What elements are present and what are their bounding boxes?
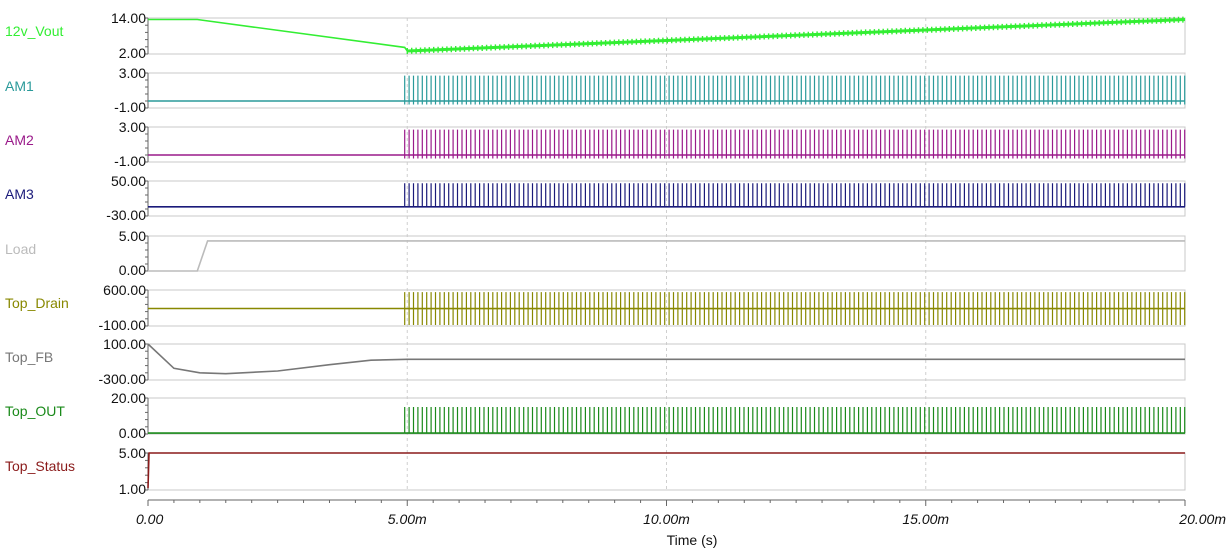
top-out-y-tick-bottom: 0.00 — [119, 425, 146, 441]
12v-vout-y-tick-top: 14.00 — [111, 10, 146, 26]
12v-vout-y-tick-bottom: 2.00 — [119, 45, 146, 61]
12v-vout-series-label: 12v_Vout — [5, 23, 63, 39]
am1-y-tick-top: 3.00 — [119, 65, 146, 81]
load-y-tick-top: 5.00 — [119, 228, 146, 244]
am1-switching-pulses — [404, 75, 1186, 105]
top-out-switching-pulses — [404, 407, 1186, 434]
load-trace — [148, 240, 1185, 272]
x-tick-label-3: 15.00m — [902, 511, 949, 527]
top-status-series-label: Top_Status — [5, 458, 75, 474]
am2-y-tick-bottom: -1.00 — [114, 153, 146, 169]
top-fb-y-tick-top: 100.00 — [103, 336, 146, 352]
top-fb-series-label: Top_FB — [5, 349, 53, 365]
am3-y-tick-top: 50.00 — [111, 173, 146, 189]
top-status-y-tick-top: 5.00 — [119, 445, 146, 461]
x-tick-label-0: 0.00 — [136, 511, 163, 527]
top-drain-series-label: Top_Drain — [5, 295, 69, 311]
x-axis-title: Time (s) — [667, 532, 718, 548]
am3-switching-pulses — [404, 183, 1186, 207]
am3-series-label: AM3 — [5, 186, 34, 202]
top-status-trace — [147, 452, 1185, 489]
load-series-label: Load — [5, 241, 36, 257]
am2-switching-pulses — [404, 129, 1186, 159]
top-fb-y-tick-bottom: -300.00 — [99, 371, 147, 387]
am2-series-label: AM2 — [5, 132, 34, 148]
load-y-tick-bottom: 0.00 — [119, 262, 146, 278]
x-tick-label-2: 10.00m — [643, 511, 690, 527]
am3-y-tick-bottom: -30.00 — [106, 207, 146, 223]
am1-series-label: AM1 — [5, 78, 34, 94]
top-out-y-tick-top: 20.00 — [111, 390, 146, 406]
am2-y-tick-top: 3.00 — [119, 119, 146, 135]
x-tick-label-1: 5.00m — [388, 511, 427, 527]
top-fb-trace — [147, 343, 1185, 375]
am1-y-tick-bottom: -1.00 — [114, 99, 146, 115]
top-status-y-tick-bottom: 1.00 — [119, 481, 146, 497]
top-drain-y-tick-top: 600.00 — [103, 282, 146, 298]
x-tick-label-4: 20.00m — [1178, 511, 1226, 527]
12v-vout-ripple-band — [407, 18, 1186, 53]
top-drain-y-tick-bottom: -100.00 — [99, 317, 147, 333]
top-out-series-label: Top_OUT — [5, 403, 65, 419]
